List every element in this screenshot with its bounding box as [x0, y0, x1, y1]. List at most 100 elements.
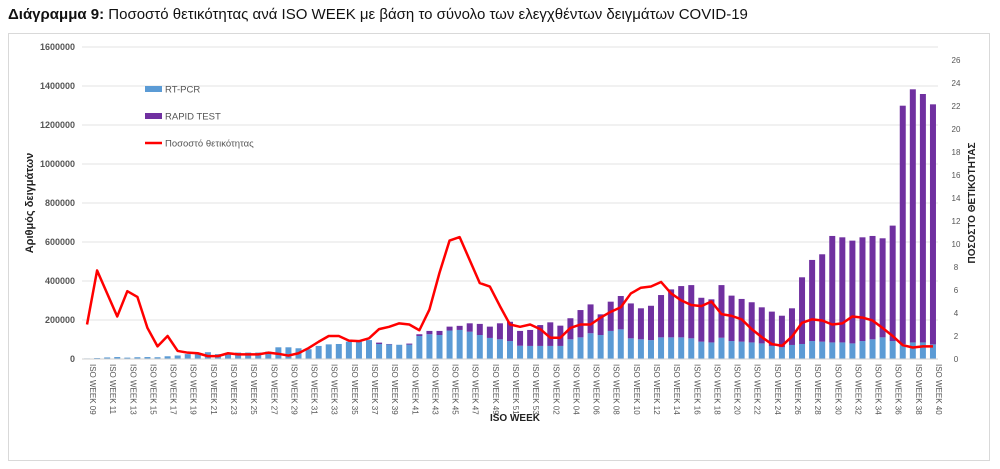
y2-tick-label: 24 — [952, 79, 961, 88]
y-tick-label: 1000000 — [40, 159, 75, 169]
y-tick-label: 1400000 — [40, 81, 75, 91]
y-tick-label: 600000 — [45, 237, 75, 247]
x-tick-label: ISO WEEK 36 — [894, 364, 903, 415]
bar-rt-pcr — [456, 329, 463, 359]
bar-rapid-test — [768, 311, 775, 346]
x-tick-label: ISO WEEK 16 — [692, 364, 701, 415]
bar-rt-pcr — [708, 342, 715, 359]
bar-rapid-test — [446, 326, 453, 331]
bar-rt-pcr — [829, 342, 836, 359]
bar-rt-pcr — [164, 356, 171, 359]
bar-rapid-test — [406, 343, 413, 345]
x-tick-label: ISO WEEK 09 — [88, 364, 97, 415]
y-axis-title: Αριθμός δειγμάτων — [24, 153, 36, 254]
bar-rt-pcr — [688, 338, 695, 359]
bar-rapid-test — [416, 334, 423, 336]
x-tick-label: ISO WEEK 17 — [169, 364, 178, 415]
x-tick-label: ISO WEEK 40 — [934, 364, 943, 415]
y2-tick-label: 8 — [954, 263, 959, 272]
bar-rt-pcr — [426, 334, 433, 359]
y2-tick-label: 22 — [952, 102, 961, 111]
x-tick-label: ISO WEEK 33 — [330, 364, 339, 415]
bar-rt-pcr — [698, 341, 705, 359]
y-tick-label: 400000 — [45, 276, 75, 286]
x-tick-label: ISO WEEK 43 — [430, 364, 439, 415]
x-tick-label: ISO WEEK 13 — [128, 364, 137, 415]
y-tick-label: 1600000 — [40, 42, 75, 52]
x-tick-label: ISO WEEK 26 — [793, 364, 802, 415]
bar-rt-pcr — [124, 357, 131, 359]
bar-rt-pcr — [315, 345, 322, 359]
y2-tick-label: 10 — [952, 240, 961, 249]
bar-rt-pcr — [436, 335, 443, 359]
bar-rapid-test — [486, 326, 493, 338]
bar-rt-pcr — [557, 345, 564, 359]
bar-rt-pcr — [507, 341, 513, 359]
legend-swatch-1 — [145, 113, 162, 119]
bar-rt-pcr — [919, 342, 926, 359]
bar-rt-pcr — [678, 337, 685, 359]
y2-tick-label: 0 — [954, 355, 959, 364]
bar-rt-pcr — [335, 343, 342, 359]
bar-rt-pcr — [728, 341, 735, 359]
x-tick-label: ISO WEEK 21 — [209, 364, 218, 415]
bar-rt-pcr — [658, 337, 665, 359]
bar-rapid-test — [557, 325, 564, 346]
bar-rt-pcr — [647, 340, 654, 359]
bar-rapid-test — [849, 240, 856, 344]
bar-rapid-test — [456, 325, 463, 330]
x-tick-label: ISO WEEK 15 — [148, 364, 157, 415]
chart-title: Διάγραμμα 9: Ποσοστό θετικότητας ανά ISO… — [8, 6, 748, 23]
bar-rt-pcr — [154, 357, 161, 359]
x-tick-label: ISO WEEK 04 — [571, 364, 580, 415]
bar-rapid-test — [426, 330, 433, 335]
y2-tick-label: 26 — [952, 56, 961, 65]
x-tick-label: ISO WEEK 49 — [491, 364, 500, 415]
bar-rt-pcr — [607, 330, 614, 359]
bar-rt-pcr — [809, 341, 816, 359]
legend-swatch-0 — [145, 86, 162, 92]
bar-rt-pcr — [738, 341, 745, 359]
bar-rapid-test — [889, 225, 896, 342]
y2-tick-label: 16 — [952, 171, 961, 180]
bar-rapid-test — [678, 286, 685, 338]
bar-rapid-test — [466, 323, 473, 332]
x-tick-label: ISO WEEK 45 — [451, 364, 460, 415]
bar-rt-pcr — [668, 337, 675, 359]
chart-frame — [8, 33, 990, 461]
legend-label: RT-PCR — [165, 85, 200, 96]
bar-rapid-test — [839, 237, 846, 343]
bar-rapid-test — [879, 238, 886, 338]
bar-rt-pcr — [799, 343, 806, 359]
y2-tick-label: 2 — [954, 332, 959, 341]
x-tick-label: ISO WEEK 29 — [289, 364, 298, 415]
bar-rt-pcr — [617, 329, 624, 359]
bar-rapid-test — [758, 307, 765, 344]
y2-tick-label: 6 — [954, 286, 959, 295]
bar-rt-pcr — [748, 342, 755, 359]
x-tick-label: ISO WEEK 25 — [249, 364, 258, 415]
x-tick-label: ISO WEEK 19 — [189, 364, 198, 415]
bar-rapid-test — [668, 289, 675, 338]
x-tick-label: ISO WEEK 23 — [229, 364, 238, 415]
x-tick-label: ISO WEEK 20 — [733, 364, 742, 415]
bar-rt-pcr — [386, 344, 393, 359]
bar-rapid-test — [718, 285, 725, 338]
bar-rt-pcr — [476, 335, 483, 359]
y2-tick-label: 14 — [952, 194, 961, 203]
bar-rapid-test — [869, 235, 876, 340]
y2-tick-label: 12 — [952, 217, 961, 226]
bar-rt-pcr — [396, 344, 403, 359]
bar-rt-pcr — [547, 345, 554, 359]
bar-rt-pcr — [265, 351, 272, 359]
bar-rapid-test — [829, 235, 836, 343]
bar-rapid-test — [658, 295, 665, 338]
bar-rapid-test — [778, 315, 785, 348]
bar-rt-pcr — [768, 345, 775, 359]
legend-label: RAPID TEST — [165, 112, 221, 123]
x-tick-label: ISO WEEK 31 — [310, 364, 319, 415]
bar-rt-pcr — [527, 345, 534, 359]
x-tick-label: ISO WEEK 18 — [712, 364, 721, 415]
bar-rt-pcr — [587, 333, 594, 359]
x-tick-label: ISO WEEK 32 — [853, 364, 862, 415]
